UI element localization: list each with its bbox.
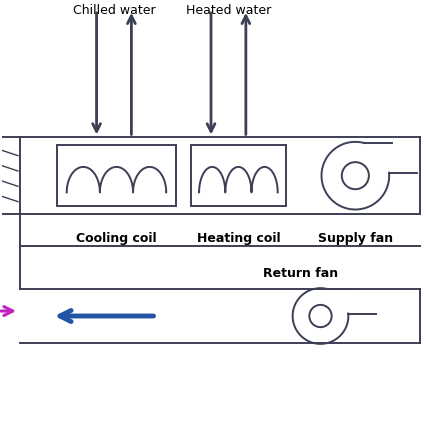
Circle shape xyxy=(341,163,368,190)
Bar xyxy=(0,138,20,214)
Text: Heating coil: Heating coil xyxy=(196,231,279,245)
Circle shape xyxy=(308,305,331,328)
Text: Heated water: Heated water xyxy=(185,4,271,17)
Bar xyxy=(191,146,285,207)
Text: Supply fan: Supply fan xyxy=(317,231,392,245)
Text: Cooling coil: Cooling coil xyxy=(76,231,156,245)
Bar xyxy=(57,146,176,207)
Text: Return fan: Return fan xyxy=(262,266,337,279)
Text: Chilled water: Chilled water xyxy=(72,4,155,17)
